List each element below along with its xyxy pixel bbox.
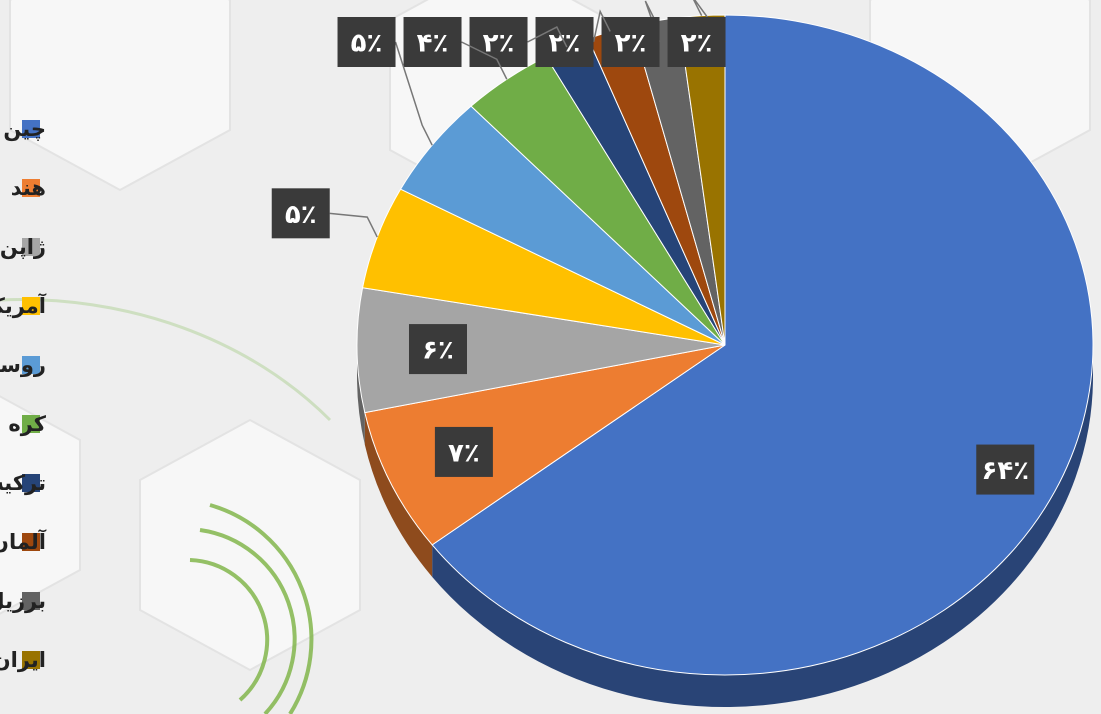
label-box bbox=[271, 188, 330, 239]
data-label: ۷٪ bbox=[448, 438, 480, 468]
leader-line bbox=[329, 212, 378, 238]
label-box bbox=[469, 17, 528, 67]
legend-label: هند bbox=[11, 176, 46, 200]
data-label: ۴٪ bbox=[417, 29, 449, 59]
legend-label: چین bbox=[3, 117, 46, 141]
label-box bbox=[337, 17, 396, 67]
legend-swatch bbox=[22, 474, 40, 492]
legend-label: ژاپن bbox=[0, 235, 46, 259]
data-label: ۵٪ bbox=[351, 29, 383, 59]
legend-label: برزیل bbox=[0, 589, 46, 613]
data-label: ۲٪ bbox=[681, 29, 713, 59]
legend-swatch bbox=[22, 533, 40, 551]
leader-line bbox=[592, 9, 611, 43]
legend-label: ترکیه bbox=[0, 471, 46, 495]
decor-arcs bbox=[0, 298, 332, 714]
label-box bbox=[434, 426, 493, 477]
legend-label: روسیه bbox=[0, 353, 46, 377]
legend-swatch bbox=[22, 592, 40, 610]
legend-swatch bbox=[22, 238, 40, 256]
label-box bbox=[601, 17, 660, 67]
legend-swatch bbox=[22, 297, 40, 315]
label-box bbox=[408, 324, 467, 375]
legend-label: کره جنوبی bbox=[0, 412, 47, 436]
data-label: ۲٪ bbox=[483, 29, 515, 59]
leader-line bbox=[461, 41, 508, 80]
legend-swatch bbox=[22, 651, 40, 669]
label-box bbox=[976, 444, 1035, 495]
slice-side bbox=[364, 412, 433, 577]
label-box bbox=[667, 17, 726, 67]
legend-swatch bbox=[22, 356, 40, 374]
data-label: ۵٪ bbox=[285, 200, 317, 230]
slice bbox=[364, 344, 726, 546]
leader-line bbox=[394, 41, 433, 146]
slice bbox=[431, 14, 1094, 676]
legend-swatch bbox=[22, 120, 40, 138]
data-label: ۲٪ bbox=[615, 29, 647, 59]
legend-label: آلمان bbox=[0, 529, 47, 554]
data-label: ۶٪ bbox=[422, 336, 454, 366]
legend-label: آمریکا bbox=[0, 293, 47, 318]
legend-label: ایران bbox=[0, 648, 46, 672]
legend-swatch bbox=[22, 179, 40, 197]
data-label: ۶۴٪ bbox=[981, 456, 1029, 486]
legend-swatch bbox=[22, 415, 40, 433]
slice bbox=[356, 287, 726, 414]
leader-line bbox=[527, 26, 568, 48]
label-box bbox=[403, 17, 462, 67]
